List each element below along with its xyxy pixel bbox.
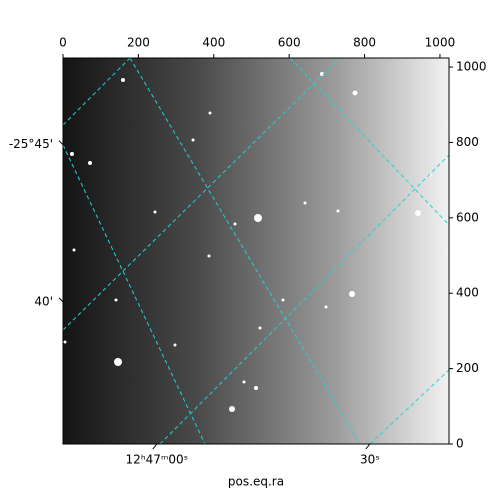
ra-tick-label: 12ʰ47ᵐ00ˢ [126,453,189,467]
y-tick-label: 0 [456,437,464,451]
dec-tick [58,297,64,303]
x-tick-label: 400 [202,36,225,50]
grid-line [129,58,361,444]
x-tick-label: 0 [59,36,67,50]
sky-image [63,58,449,444]
ra-tick [365,443,371,450]
ra-tick [152,443,158,450]
dec-tick-label: 40' [34,294,53,308]
y-tick-label: 1000 [456,60,487,74]
frame [62,57,450,445]
y-tick-label: 800 [456,135,479,149]
y-tick-label: 600 [456,210,479,224]
grid-line [63,58,131,126]
x-axis-label: pos.eq.ra [228,475,284,489]
grid-line [159,154,449,444]
dec-tick [58,140,64,146]
x-tick-label: 800 [353,36,376,50]
y-tick-label: 200 [456,361,479,375]
x-tick-label: 600 [278,36,301,50]
grid-line [289,58,449,226]
grid-line [63,58,341,331]
x-tick-label: 1000 [425,36,456,50]
y-tick-label: 400 [456,286,479,300]
coordinate-grid [63,58,449,444]
x-tick-label: 200 [127,36,150,50]
ra-tick-label: 30ˢ [360,453,380,467]
stars [63,72,432,412]
dec-tick-label: -25°45' [9,137,53,151]
grid-line [63,144,206,444]
